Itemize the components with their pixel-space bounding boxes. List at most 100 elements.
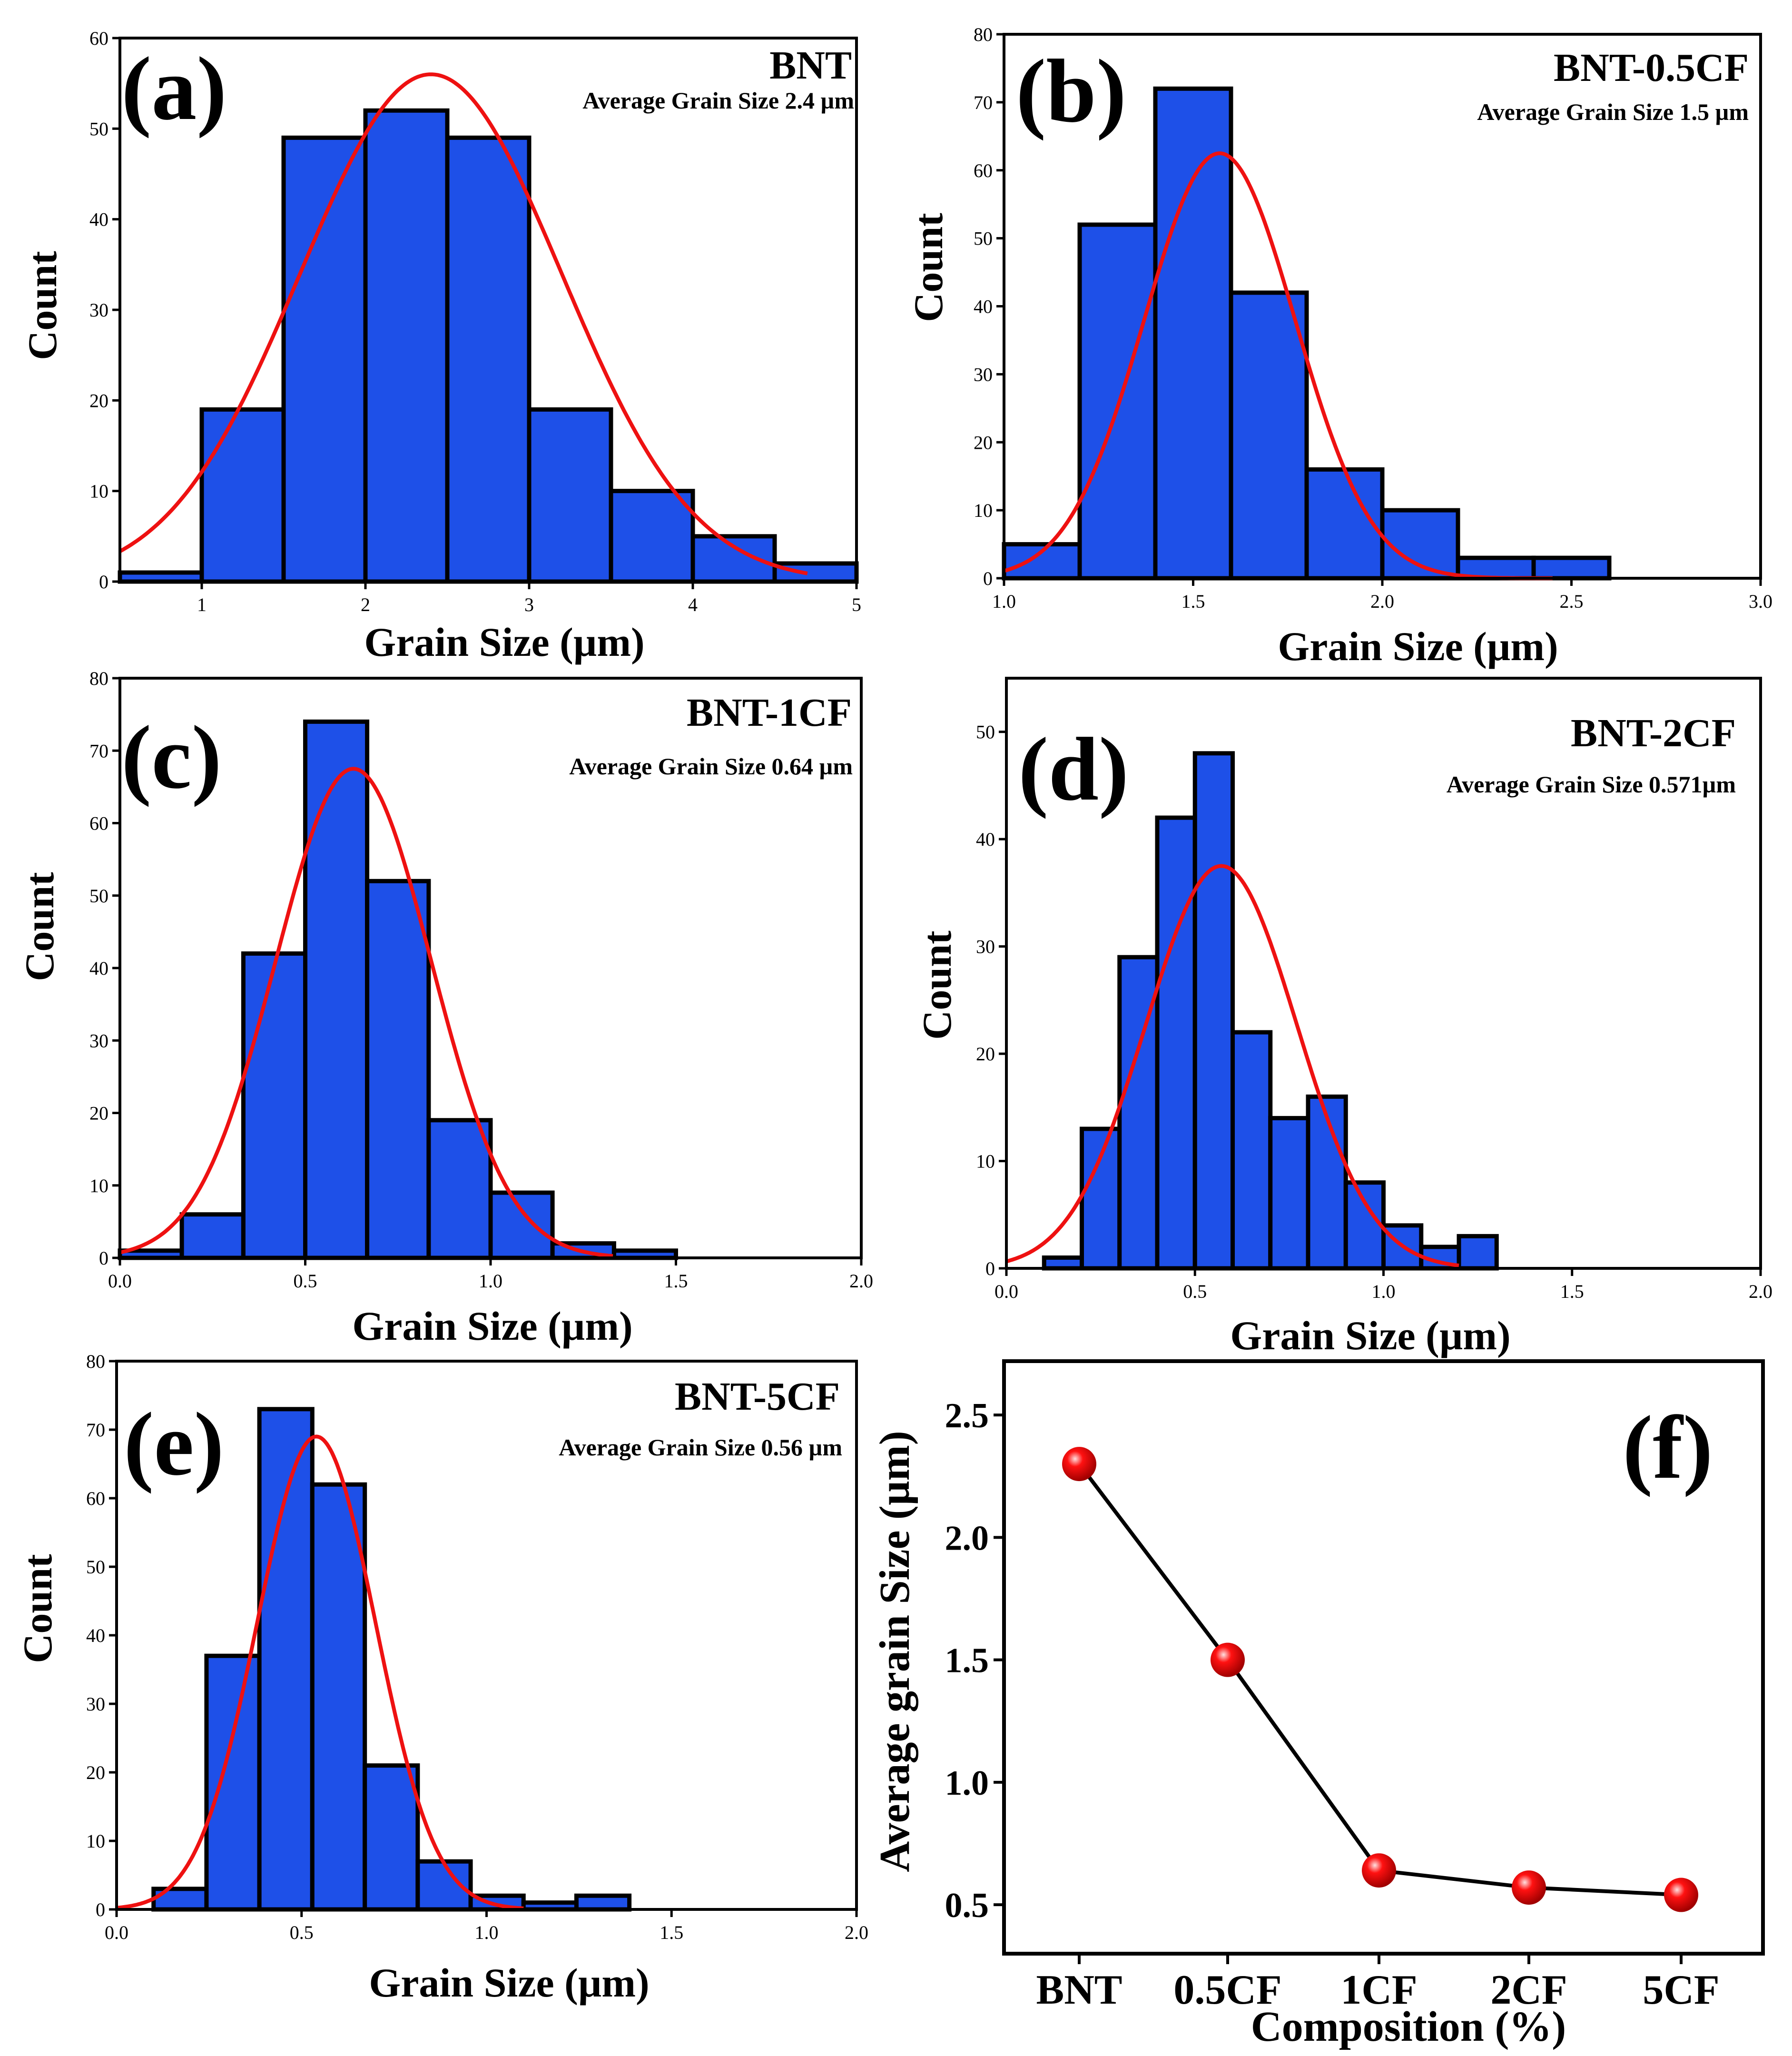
panel-c-sample-name: BNT-1CF [687,691,852,735]
panel-b-y-tick-label: 40 [974,296,993,317]
panel-c-y-tick-label: 60 [89,813,108,834]
panel-c-letter: (c) [121,708,222,808]
panel-a-x-axis-title: Grain Size (µm) [364,619,644,665]
panel-a-y-tick-label: 40 [89,209,108,230]
panel-e-y-tick-label: 80 [86,1351,105,1372]
panel-b-letter: (b) [1016,41,1126,141]
panel-e-y-tick-label: 40 [86,1625,105,1646]
panel-d-y-tick-label: 10 [976,1151,995,1172]
panel-d-bar-1 [1042,1255,1084,1271]
panel-e-histogram: 0.0 0.5 1.0 1.5 2.0 0 10 20 30 40 50 60 70 80 (e) BNT… [15,1351,868,2006]
panel-f-point-1 [1062,1447,1096,1482]
panel-f-y-tick-label: 0.5 [945,1886,989,1925]
panel-b-y-tick-label: 50 [974,228,993,249]
panel-b-x-axis-title: Grain Size (µm) [1278,623,1558,669]
panel-d-average-note: Average Grain Size 0.571µm [1447,771,1736,798]
panel-b-x-tick-label: 2.0 [1370,591,1394,612]
panel-a-x-tick-label: 1 [197,594,207,615]
panel-e-sample-name: BNT-5CF [675,1374,840,1419]
panel-c-y-tick-label: 0 [99,1247,108,1269]
panel-c-y-tick-label: 80 [89,668,108,689]
panel-a-bar-3 [281,135,368,584]
panel-f-category-label: 1CF [1340,1967,1417,2013]
panel-a-bar-9 [772,561,859,584]
panel-b-y-axis-title: Count [906,213,951,322]
panel-e-y-tick-label: 50 [86,1556,105,1578]
panel-c-bar-3 [241,951,308,1260]
panel-c-y-tick-label: 50 [89,885,108,907]
panel-c-x-tick-label: 1.0 [479,1270,502,1292]
panel-f-point-2 [1211,1642,1245,1677]
panel-f-point-5 [1664,1878,1698,1912]
panel-e-bar-5 [363,1763,420,1912]
panel-b-y-tick-label: 30 [974,364,993,385]
panel-d-sample-name: BNT-2CF [1571,711,1736,755]
panel-a-sample-name: BNT [769,43,852,88]
panel-b-average-note: Average Grain Size 1.5 µm [1477,99,1749,125]
panel-a-y-tick-label: 60 [89,28,108,49]
panel-f-letter: (f) [1623,1398,1713,1498]
panel-b-y-tick-label: 60 [974,160,993,181]
panel-c-x-axis-title: Grain Size (µm) [352,1303,632,1349]
panel-f-y-tick-label: 2.5 [945,1396,989,1435]
panel-d-y-tick-label: 50 [976,722,995,743]
panel-a-bar-7 [609,489,695,584]
panel-e-x-tick-label: 0.0 [105,1922,128,1943]
panel-c-bar-6 [426,1118,493,1260]
panel-d-x-tick-label: 0.5 [1183,1281,1207,1302]
panel-b-bar-6 [1380,508,1460,581]
panel-e-y-tick-label: 10 [86,1830,105,1852]
panel-f-x-axis-title: Composition (%) [1251,2003,1566,2050]
panel-e-x-axis-title: Grain Size (µm) [369,1960,649,2006]
panel-c-x-tick-label: 0.0 [108,1270,132,1292]
panel-e-x-tick-label: 0.5 [290,1922,314,1943]
panel-f-line-chart: 0.5 1.0 1.5 2.0 2.5 BNT 0.5CF 1CF 2CF 5CF (f) Com… [871,1359,1765,2050]
panel-d-y-axis-title: Count [914,930,960,1040]
panel-d-bar-5 [1192,751,1235,1271]
panel-d-bar-2 [1080,1127,1122,1271]
panel-a-y-tick-label: 0 [99,571,108,593]
panel-d-y-tick-label: 0 [985,1258,995,1279]
panel-a-x-tick-label: 4 [688,594,698,615]
panel-d-bar-12 [1457,1234,1499,1271]
panel-b-sample-name: BNT-0.5CF [1554,46,1749,90]
panel-f-series-line [1077,1463,1682,1897]
panel-c-y-axis-title: Count [17,872,62,981]
panel-e-x-tick-label: 1.0 [475,1922,499,1943]
panel-b-fit-curve [1003,151,1553,580]
panel-e-y-tick-label: 30 [86,1693,105,1715]
panel-d-x-axis-title: Grain Size (µm) [1230,1313,1510,1358]
panel-f-category-label: 2CF [1490,1967,1567,2013]
panel-c-bar-4 [303,719,370,1260]
panel-d-bar-4 [1155,815,1197,1271]
panel-c-bar-5 [365,879,431,1260]
panel-b-y-tick-label: 20 [974,432,993,453]
panel-e-average-note: Average Grain Size 0.56 µm [559,1434,842,1461]
panel-a-letter: (a) [121,39,227,139]
panel-c-fit-curve [119,767,613,1258]
panel-e-y-tick-label: 0 [96,1899,105,1920]
panel-a-bar-6 [527,407,613,584]
panel-d-y-tick-label: 40 [976,829,995,850]
panel-c-y-tick-label: 30 [89,1030,108,1051]
panel-a-fit-curve [119,72,808,575]
panel-c-y-tick-label: 10 [89,1175,108,1196]
panel-a-average-note: Average Grain Size 2.4 µm [582,87,854,114]
panel-a-x-tick-label: 5 [852,594,861,615]
panel-e-fit-curve [116,1434,524,1910]
panel-b-bar-5 [1304,467,1385,581]
panel-d-y-tick-label: 20 [976,1043,995,1065]
panel-d-y-tick-label: 30 [976,936,995,958]
panel-a-y-tick-label: 20 [89,390,108,411]
panel-b-y-tick-label: 0 [983,568,993,589]
panel-c-x-tick-label: 0.5 [294,1270,317,1292]
panel-e-letter: (e) [124,1394,224,1494]
panel-e-bar-2 [204,1653,262,1912]
panel-e-bar-4 [310,1482,367,1912]
panel-e-y-tick-label: 60 [86,1488,105,1509]
panel-f-category-label: 5CF [1643,1967,1719,2013]
panel-a-bar-2 [199,407,286,584]
panel-d-histogram: 0.0 0.5 1.0 1.5 2.0 0 10 20 30 40 50 (d) BNT-2CF A… [914,677,1772,1358]
